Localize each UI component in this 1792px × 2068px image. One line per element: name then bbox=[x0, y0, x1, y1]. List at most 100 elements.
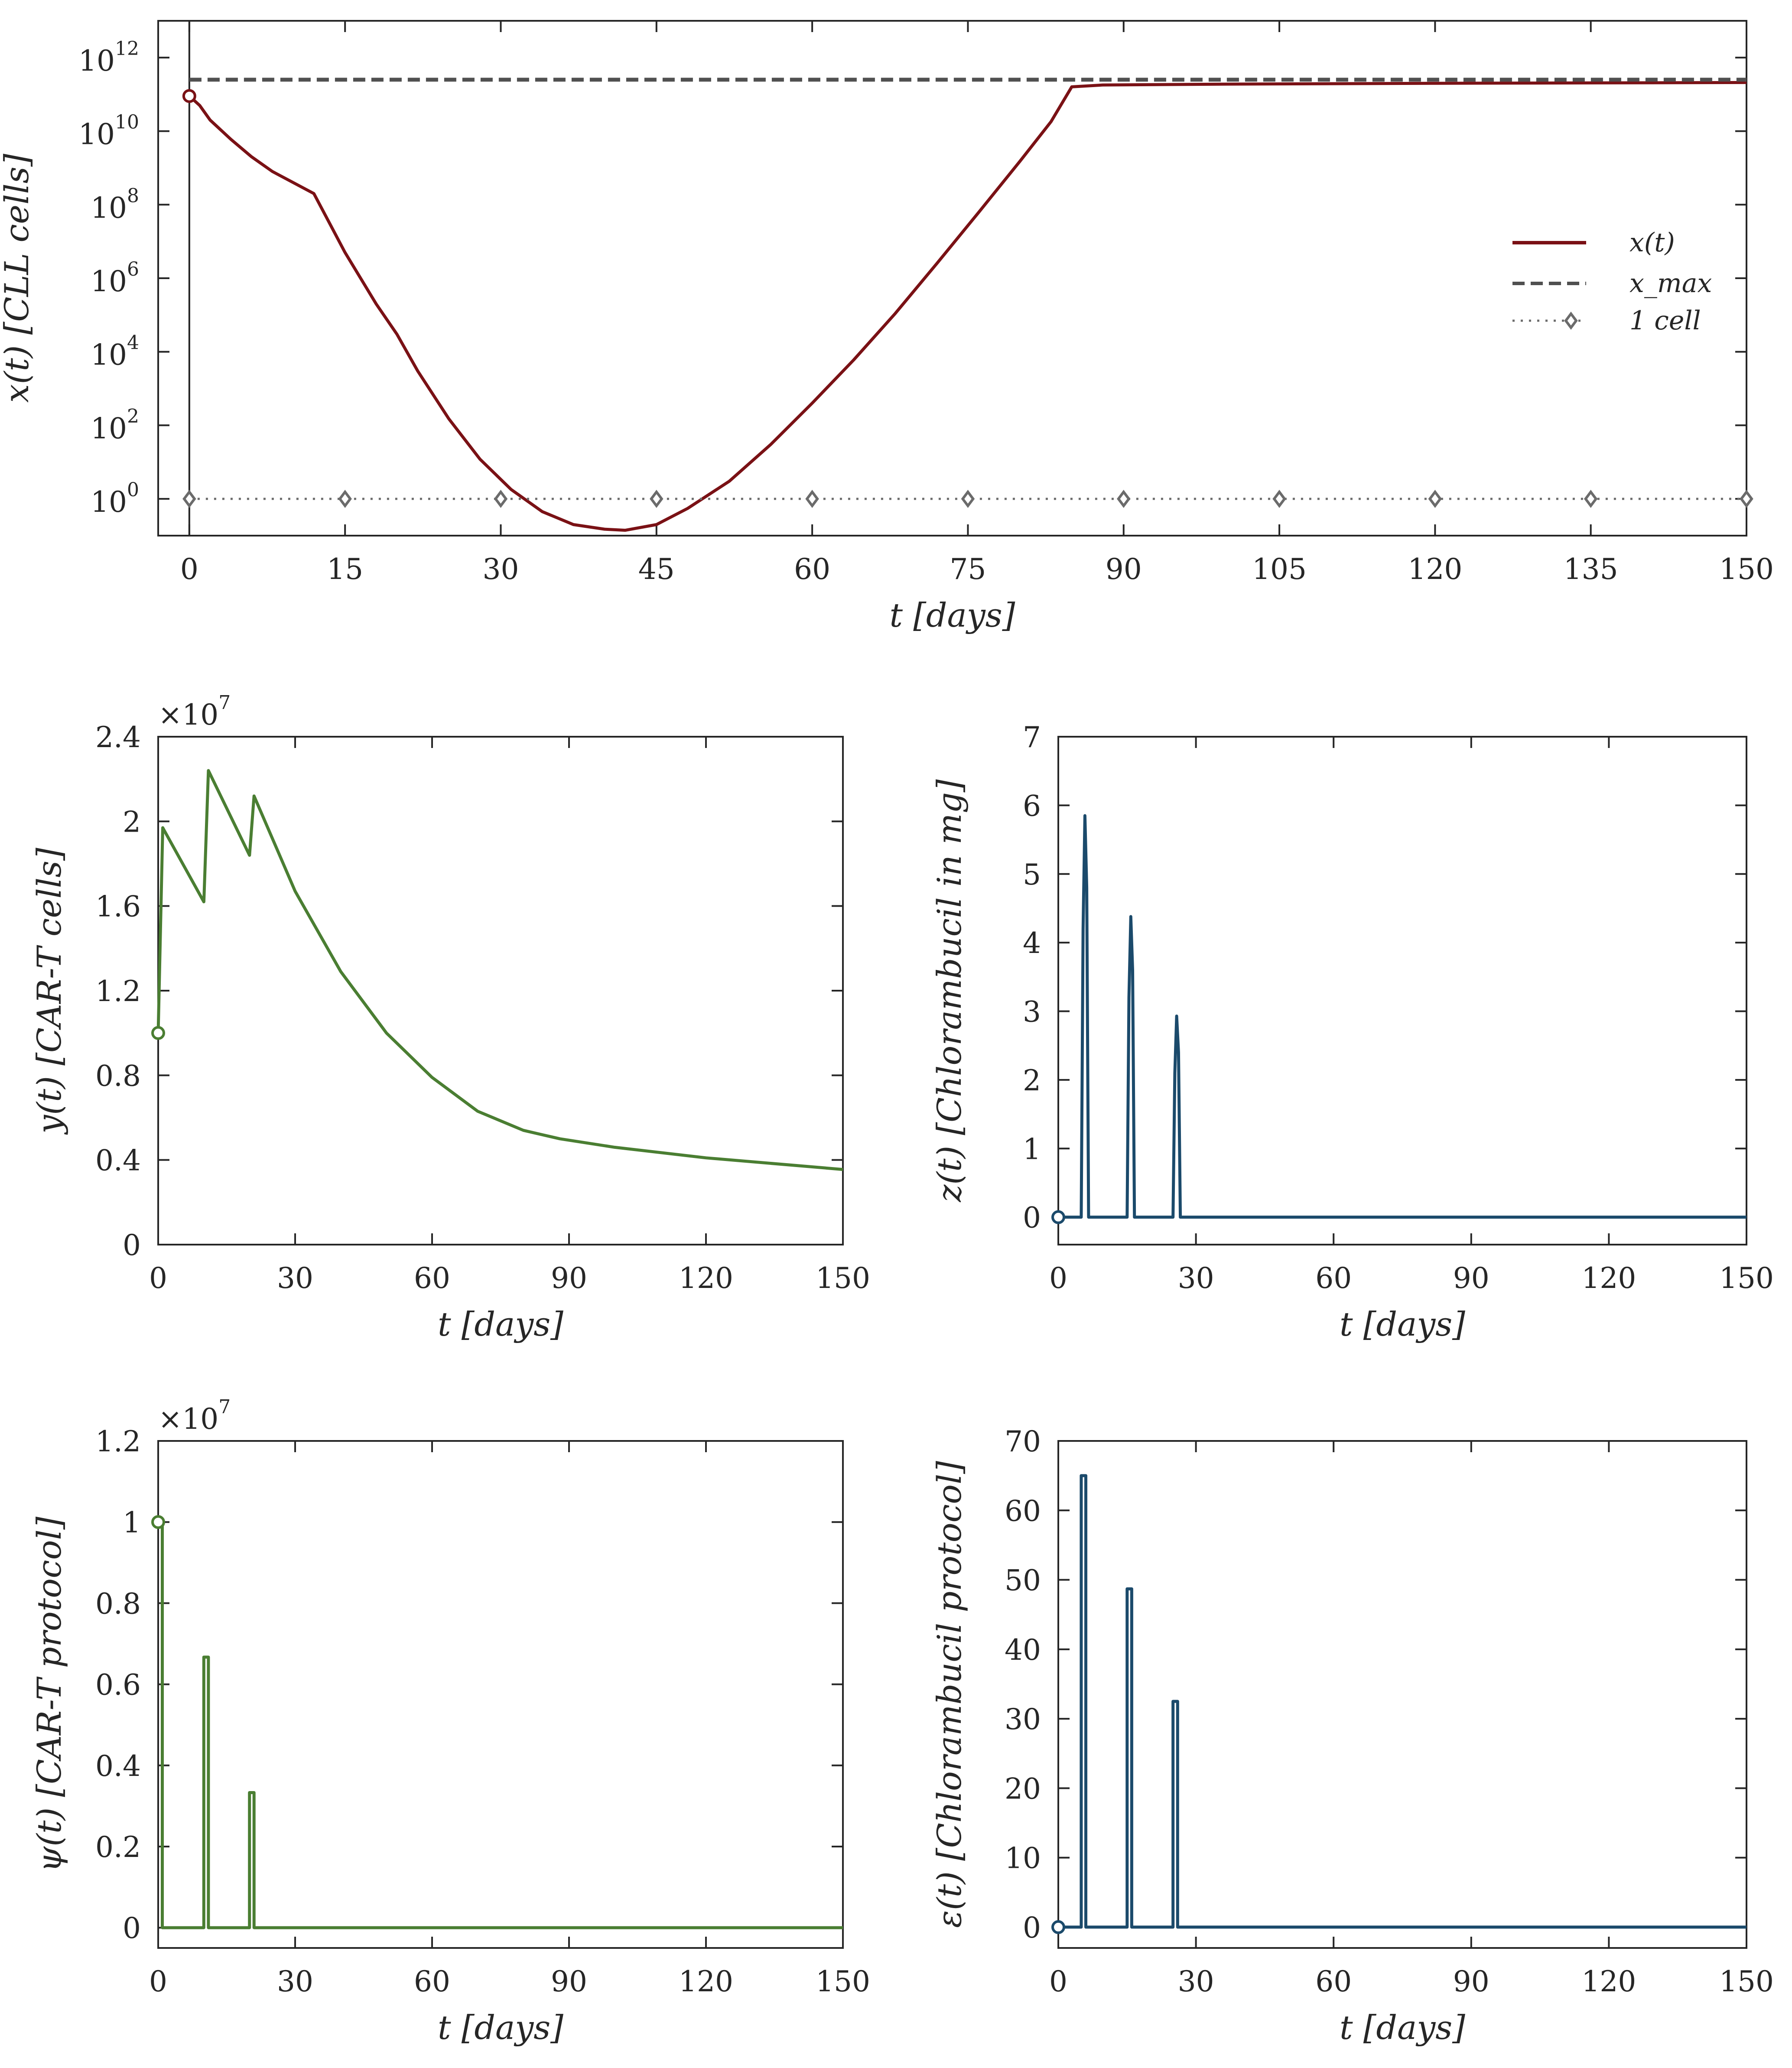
y-tick-label: 1.2 bbox=[95, 975, 141, 1008]
y-tick-label: 2.4 bbox=[95, 721, 141, 754]
one-cell-marker bbox=[805, 490, 819, 508]
y-tick-label: 30 bbox=[1005, 1703, 1041, 1736]
y-tick-base: 10 bbox=[78, 118, 115, 151]
series-line-xt bbox=[188, 81, 1747, 532]
y-tick-label: 50 bbox=[1005, 1564, 1041, 1597]
one-cell-marker bbox=[1584, 490, 1598, 508]
y-tick-exponent: 4 bbox=[127, 332, 139, 354]
y-tick-label: 6 bbox=[1023, 789, 1041, 823]
y-tick-label: 0.6 bbox=[95, 1668, 141, 1702]
y-tick-base: 10 bbox=[91, 338, 127, 372]
y-tick-label: 1.2 bbox=[95, 1425, 141, 1458]
y-tick-label: 102 bbox=[91, 405, 139, 445]
x-tick-label: 0 bbox=[149, 1262, 167, 1295]
y-tick-base: 10 bbox=[91, 265, 127, 298]
y-tick-exponent: 8 bbox=[127, 185, 139, 207]
y-tick-exponent: 12 bbox=[115, 38, 139, 60]
y-tick-label: 60 bbox=[1005, 1494, 1041, 1528]
x-tick-label: 60 bbox=[414, 1965, 450, 1998]
y-tick-label: 0.8 bbox=[95, 1587, 141, 1620]
y-tick-base: 10 bbox=[91, 191, 127, 224]
x-tick-label: 90 bbox=[551, 1262, 587, 1295]
x-tick-label: 150 bbox=[816, 1262, 870, 1295]
y-tick-label: 100 bbox=[91, 479, 139, 519]
y-tick-label: 2 bbox=[123, 805, 141, 839]
one-cell-marker bbox=[1428, 490, 1442, 508]
chart-psi: 0 30 60 90 120 150 0 0.2 0.4 0.6 0.8 1 1.2 t [days] ψ(… bbox=[30, 1396, 870, 2047]
y-tick-label: 0 bbox=[123, 1229, 141, 1262]
x-tick-label: 30 bbox=[277, 1965, 313, 1998]
initial-value-marker bbox=[151, 1515, 165, 1529]
y-tick-label: 0 bbox=[123, 1912, 141, 1945]
y-tick-base: 10 bbox=[91, 412, 127, 445]
chart-y: 0 30 60 90 120 150 0 0.4 0.8 1.2 1.6 2 2.4 t [days] y(… bbox=[30, 692, 870, 1343]
x-tick-label: 0 bbox=[1049, 1965, 1067, 1998]
x-tick-label: 60 bbox=[794, 553, 830, 586]
y-tick-base: 10 bbox=[91, 485, 127, 519]
plot-frame bbox=[1057, 1440, 1747, 1949]
y-tick-label: 108 bbox=[91, 185, 139, 224]
one-cell-marker bbox=[1740, 490, 1753, 508]
y-tick-label: 4 bbox=[1023, 927, 1041, 960]
one-cell-marker bbox=[1272, 490, 1286, 508]
y-tick-exponent: 0 bbox=[127, 479, 139, 501]
x-tick-label: 150 bbox=[1719, 1965, 1774, 1998]
x-tick-label: 120 bbox=[679, 1965, 733, 1998]
y-tick-label: 0.8 bbox=[95, 1059, 141, 1093]
x-tick-label: 90 bbox=[1106, 553, 1142, 586]
x-tick-label: 30 bbox=[1178, 1965, 1214, 1998]
x-axis-label: t [days] bbox=[1340, 2008, 1465, 2047]
x-tick-label: 135 bbox=[1564, 553, 1618, 586]
y-tick-label: 10 bbox=[1005, 1842, 1041, 1875]
initial-value-marker bbox=[182, 89, 196, 103]
y-axis-label: z(t) [Chlorambucil in mg] bbox=[930, 779, 969, 1203]
one-cell-marker bbox=[182, 490, 196, 508]
initial-value-marker bbox=[151, 1026, 165, 1040]
one-cell-marker bbox=[650, 490, 663, 508]
y-tick-label: 0.4 bbox=[95, 1144, 141, 1177]
multiplier-base: ×10 bbox=[158, 1402, 218, 1436]
y-tick-label: 0 bbox=[1023, 1201, 1041, 1235]
y-tick-exponent: 6 bbox=[127, 258, 139, 280]
plot-frame bbox=[157, 20, 1747, 537]
legend-label: x_max bbox=[1629, 268, 1712, 299]
x-tick-label: 120 bbox=[1408, 553, 1462, 586]
chart-z: 0 30 60 90 120 150 0 1 2 3 4 5 6 7 t [days] z(t) [Chlor… bbox=[930, 721, 1774, 1343]
y-tick-label: 1.6 bbox=[95, 890, 141, 923]
multiplier-base: ×10 bbox=[158, 698, 218, 732]
y-tick-base: 10 bbox=[78, 44, 115, 78]
x-tick-label: 120 bbox=[1581, 1262, 1636, 1295]
x-tick-label: 75 bbox=[950, 553, 986, 586]
x-tick-label: 150 bbox=[1719, 553, 1774, 586]
x-axis-label: t [days] bbox=[1340, 1305, 1465, 1343]
one-cell-marker bbox=[961, 490, 975, 508]
plot-frame bbox=[1057, 736, 1747, 1245]
y-tick-exponent: 10 bbox=[115, 111, 139, 133]
x-tick-label: 60 bbox=[414, 1262, 450, 1295]
y-tick-label: 70 bbox=[1005, 1425, 1041, 1458]
y-axis-label: y(t) [CAR-T cells] bbox=[30, 848, 68, 1135]
one-cell-marker bbox=[494, 490, 508, 508]
legend-marker bbox=[1564, 312, 1578, 330]
x-tick-label: 15 bbox=[327, 553, 363, 586]
x-tick-label: 90 bbox=[1453, 1965, 1490, 1998]
y-tick-label: 106 bbox=[91, 258, 139, 298]
multiplier-exponent: 7 bbox=[218, 1396, 231, 1418]
multiplier-exponent: 7 bbox=[218, 692, 231, 714]
y-tick-label: 1 bbox=[1023, 1132, 1041, 1166]
y-tick-label: 104 bbox=[91, 332, 139, 372]
x-tick-label: 120 bbox=[679, 1262, 733, 1295]
y-tick-label: 5 bbox=[1023, 858, 1041, 891]
x-tick-label: 0 bbox=[149, 1965, 167, 1998]
y-axis-label: ψ(t) [CAR-T protocol] bbox=[30, 1516, 68, 1872]
x-tick-label: 90 bbox=[551, 1965, 587, 1998]
x-tick-label: 90 bbox=[1453, 1262, 1490, 1295]
x-tick-label: 0 bbox=[180, 553, 198, 586]
y-tick-label: 7 bbox=[1023, 721, 1041, 754]
y-tick-label: 20 bbox=[1005, 1772, 1041, 1805]
x-tick-label: 60 bbox=[1315, 1262, 1352, 1295]
one-cell-marker bbox=[338, 490, 352, 508]
x-tick-label: 30 bbox=[277, 1262, 313, 1295]
y-multiplier: ×107 bbox=[158, 692, 231, 732]
